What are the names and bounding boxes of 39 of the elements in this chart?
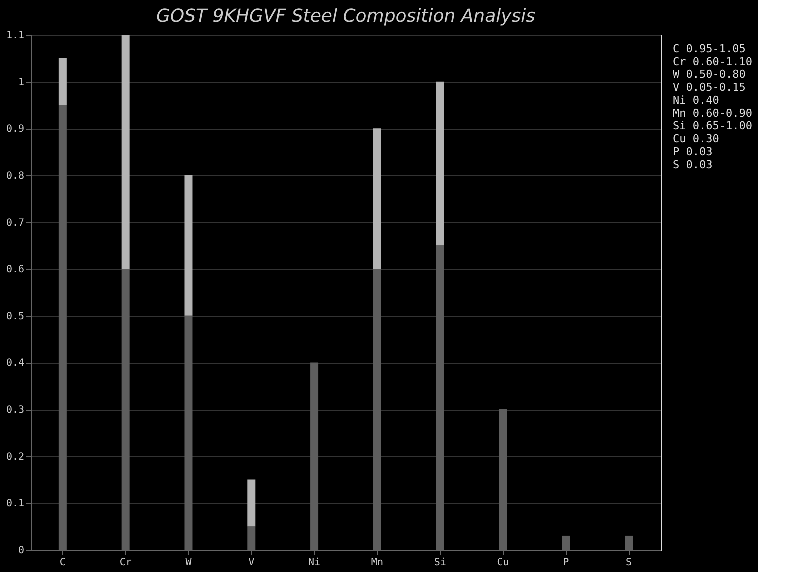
bar xyxy=(373,128,382,270)
y-tick-label: 1 xyxy=(18,77,24,88)
text: Cu 0.30 xyxy=(673,132,720,146)
x-tick-label: Cu xyxy=(497,558,510,568)
bar xyxy=(184,175,193,316)
text: Ni 0.40 xyxy=(673,94,720,107)
text: Cr 0.60-1.10 xyxy=(673,55,752,68)
x-tick-label: C xyxy=(60,558,66,568)
x-tick-label: S xyxy=(626,558,632,568)
x-tick-label: Ni xyxy=(308,558,321,568)
y-tick-label: 0.6 xyxy=(6,264,24,276)
text: V 0.05-0.15 xyxy=(673,81,746,94)
x-tick-label: Mn xyxy=(371,558,384,568)
text: Si 0.65-1.00 xyxy=(673,120,752,133)
y-tick-label: 0.3 xyxy=(6,405,24,416)
y-tick-label: 0.8 xyxy=(6,170,24,182)
x-tick-label: Si xyxy=(434,558,446,568)
y-tick-label: 0 xyxy=(18,546,24,556)
text: S 0.03 xyxy=(673,158,713,172)
bar xyxy=(122,35,130,270)
y-tick-label: 0.7 xyxy=(6,218,24,229)
text: C 0.95-1.05 xyxy=(673,42,746,56)
bar xyxy=(248,480,256,527)
y-tick-label: 1.1 xyxy=(6,30,24,42)
x-tick-label: P xyxy=(563,558,570,568)
y-tick-label: 0.9 xyxy=(6,124,24,136)
chart-title: GOST 9KHGVF Steel Composition Analysis xyxy=(156,6,536,27)
x-tick-label: Cr xyxy=(120,558,132,568)
x-tick-label: V xyxy=(248,558,255,568)
text: W 0.50-0.80 xyxy=(673,68,746,82)
bar xyxy=(58,58,67,106)
y-tick-label: 0.4 xyxy=(6,358,24,370)
bar xyxy=(436,82,444,246)
y-tick-label: 0.2 xyxy=(6,452,24,463)
text: Mn 0.60-0.90 xyxy=(673,106,752,120)
y-tick-label: 0.1 xyxy=(6,498,24,510)
y-tick-label: 0.5 xyxy=(6,311,24,322)
x-tick-label: W xyxy=(186,558,193,568)
text: P 0.03 xyxy=(673,145,713,158)
